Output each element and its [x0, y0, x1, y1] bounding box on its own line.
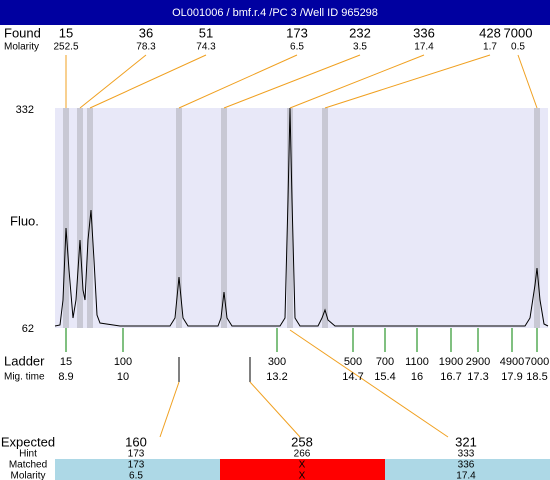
peak-molarity: 78.3 [136, 42, 156, 53]
connector [79, 54, 147, 109]
mig-time: 16 [411, 371, 423, 383]
peak-molarity: 74.3 [196, 42, 216, 53]
mig-time: 13.2 [266, 371, 287, 383]
peak-band [176, 108, 182, 328]
peak-band [77, 108, 83, 328]
matched-cell [55, 459, 220, 480]
connector [249, 381, 301, 438]
peak-molarity: 6.5 [290, 42, 304, 53]
peak-size: 15 [59, 25, 73, 40]
ladder-size: 1900 [439, 356, 463, 368]
expected-hint: 333 [458, 449, 475, 460]
row-label: Hint [19, 449, 37, 460]
ladder-label: Ladder [4, 353, 45, 368]
mig-time: 15.4 [374, 371, 395, 383]
plot-area [55, 108, 548, 328]
peak-molarity: 17.4 [414, 42, 434, 53]
expected-molarity: X [299, 471, 306, 480]
connector [289, 329, 449, 438]
found-label: Found [4, 25, 41, 40]
ladder-size: 7000 [525, 356, 549, 368]
connector [89, 54, 207, 109]
expected-hint: 266 [294, 449, 311, 460]
unmatched-cell [220, 459, 385, 480]
header-bar [0, 0, 550, 25]
expected-matched: 336 [458, 460, 475, 471]
peak-size: 173 [286, 25, 308, 40]
expected-molarity: 6.5 [129, 471, 143, 480]
molarity-label: Molarity [4, 42, 39, 53]
mig-time: 16.7 [440, 371, 461, 383]
ladder-size: 100 [114, 356, 132, 368]
expected-expected: 258 [291, 434, 313, 449]
matched-cell [385, 459, 550, 480]
peak-molarity: 252.5 [53, 42, 78, 53]
expected-matched: 173 [128, 460, 145, 471]
y-axis-label: Fluo. [10, 213, 39, 228]
connector [289, 54, 425, 109]
mig-time-label: Mig. time [4, 372, 45, 383]
peak-size: 36 [139, 25, 153, 40]
expected-matched: X [299, 460, 306, 471]
row-label: Molarity [10, 471, 45, 480]
ladder-size: 300 [268, 356, 286, 368]
y-min-label: 62 [22, 323, 34, 335]
peak-molarity: 3.5 [353, 42, 367, 53]
row-label: Matched [9, 460, 47, 471]
trace [54, 107, 549, 327]
peak-band [322, 108, 328, 328]
peak-molarity: 1.7 [483, 42, 497, 53]
peak-band [534, 108, 540, 328]
expected-expected: 321 [455, 434, 477, 449]
peak-size: 7000 [504, 25, 533, 40]
y-max-label: 332 [16, 104, 34, 116]
connector [159, 381, 180, 438]
mig-time: 17.3 [467, 371, 488, 383]
connector [517, 54, 538, 109]
peak-band [63, 108, 69, 328]
ladder-size: 2900 [466, 356, 490, 368]
connector [324, 54, 491, 109]
mig-time: 18.5 [526, 371, 547, 383]
peak-size: 336 [413, 25, 435, 40]
peak-molarity: 0.5 [511, 42, 525, 53]
peak-band [221, 108, 227, 328]
expected-hint: 173 [128, 449, 145, 460]
connector [223, 54, 361, 109]
expected-molarity: 17.4 [456, 471, 476, 480]
mig-time: 14.7 [342, 371, 363, 383]
mig-time: 8.9 [58, 371, 73, 383]
ladder-size: 1100 [405, 356, 429, 368]
ladder-size: 4900 [500, 356, 524, 368]
expected-expected: 160 [125, 434, 147, 449]
ladder-size: 15 [60, 356, 72, 368]
peak-size: 232 [349, 25, 371, 40]
peak-size: 51 [199, 25, 213, 40]
ladder-size: 500 [344, 356, 362, 368]
ladder-size: 700 [376, 356, 394, 368]
peak-size: 428 [479, 25, 501, 40]
row-label: Expected [1, 434, 55, 449]
peak-band [287, 108, 293, 328]
connector [178, 54, 298, 109]
mig-time: 10 [117, 371, 129, 383]
mig-time: 17.9 [501, 371, 522, 383]
header-title: OL001006 / bmf.r.4 /PC 3 /Well ID 965298 [172, 7, 378, 19]
